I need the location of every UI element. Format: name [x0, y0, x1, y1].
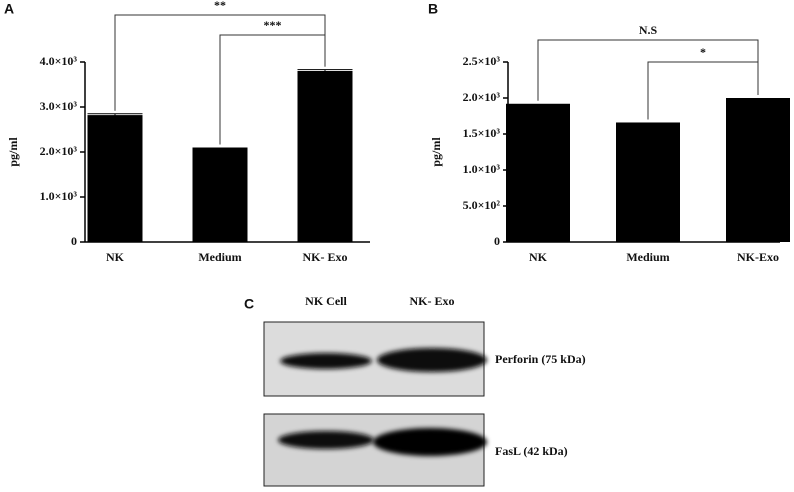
- blot-band: [373, 428, 487, 456]
- y-tick-label: 3.0×10³: [40, 99, 78, 113]
- x-tick-label: NK: [106, 250, 125, 264]
- panel-label: B: [428, 1, 438, 17]
- y-tick-label: 2.0×10³: [40, 144, 78, 158]
- significance-label: *: [700, 45, 706, 59]
- x-tick-label: NK- Exo: [303, 250, 348, 264]
- blot-band: [377, 348, 487, 372]
- y-tick-label: 5.0×10²: [463, 198, 501, 212]
- bar: [297, 71, 353, 242]
- significance-bracket: [647, 61, 759, 120]
- bar: [726, 98, 790, 242]
- y-tick-label: 4.0×10³: [40, 54, 78, 68]
- bar: [616, 122, 680, 242]
- blot-band: [280, 353, 372, 369]
- y-tick-label: 1.0×10³: [40, 189, 78, 203]
- y-tick-label: 0: [494, 234, 500, 248]
- significance-label: N.S: [639, 23, 658, 37]
- x-tick-label: Medium: [198, 250, 241, 264]
- x-tick-label: Medium: [626, 250, 669, 264]
- row-label: FasL (42 kDa): [495, 444, 568, 458]
- bar: [506, 103, 570, 242]
- significance-label: **: [214, 0, 226, 12]
- bar: [192, 147, 248, 242]
- y-tick-label: 1.5×10³: [463, 126, 501, 140]
- y-tick-label: 2.5×10³: [463, 54, 501, 68]
- y-tick-label: 0: [71, 234, 77, 248]
- y-axis-label: pg/ml: [429, 137, 443, 167]
- y-tick-label: 1.0×10³: [463, 162, 501, 176]
- row-label: Perforin (75 kDa): [495, 352, 586, 366]
- x-tick-label: NK-Exo: [737, 250, 779, 264]
- y-tick-label: 2.0×10³: [463, 90, 501, 104]
- panel-label: C: [244, 296, 254, 312]
- error-bar: [297, 69, 353, 73]
- lane-label: NK Cell: [305, 294, 347, 308]
- bar: [87, 115, 143, 242]
- x-tick-label: NK: [529, 250, 548, 264]
- error-bar: [87, 113, 143, 117]
- significance-label: ***: [264, 18, 282, 32]
- blot-panel: C NK Cell NK- Exo Perforin (75 kDa) FasL…: [244, 294, 586, 487]
- panel-label: A: [4, 1, 14, 17]
- y-axis-label: pg/ml: [6, 137, 20, 167]
- blot-band: [278, 431, 374, 449]
- lane-label: NK- Exo: [410, 294, 455, 308]
- significance-bracket: [219, 34, 326, 145]
